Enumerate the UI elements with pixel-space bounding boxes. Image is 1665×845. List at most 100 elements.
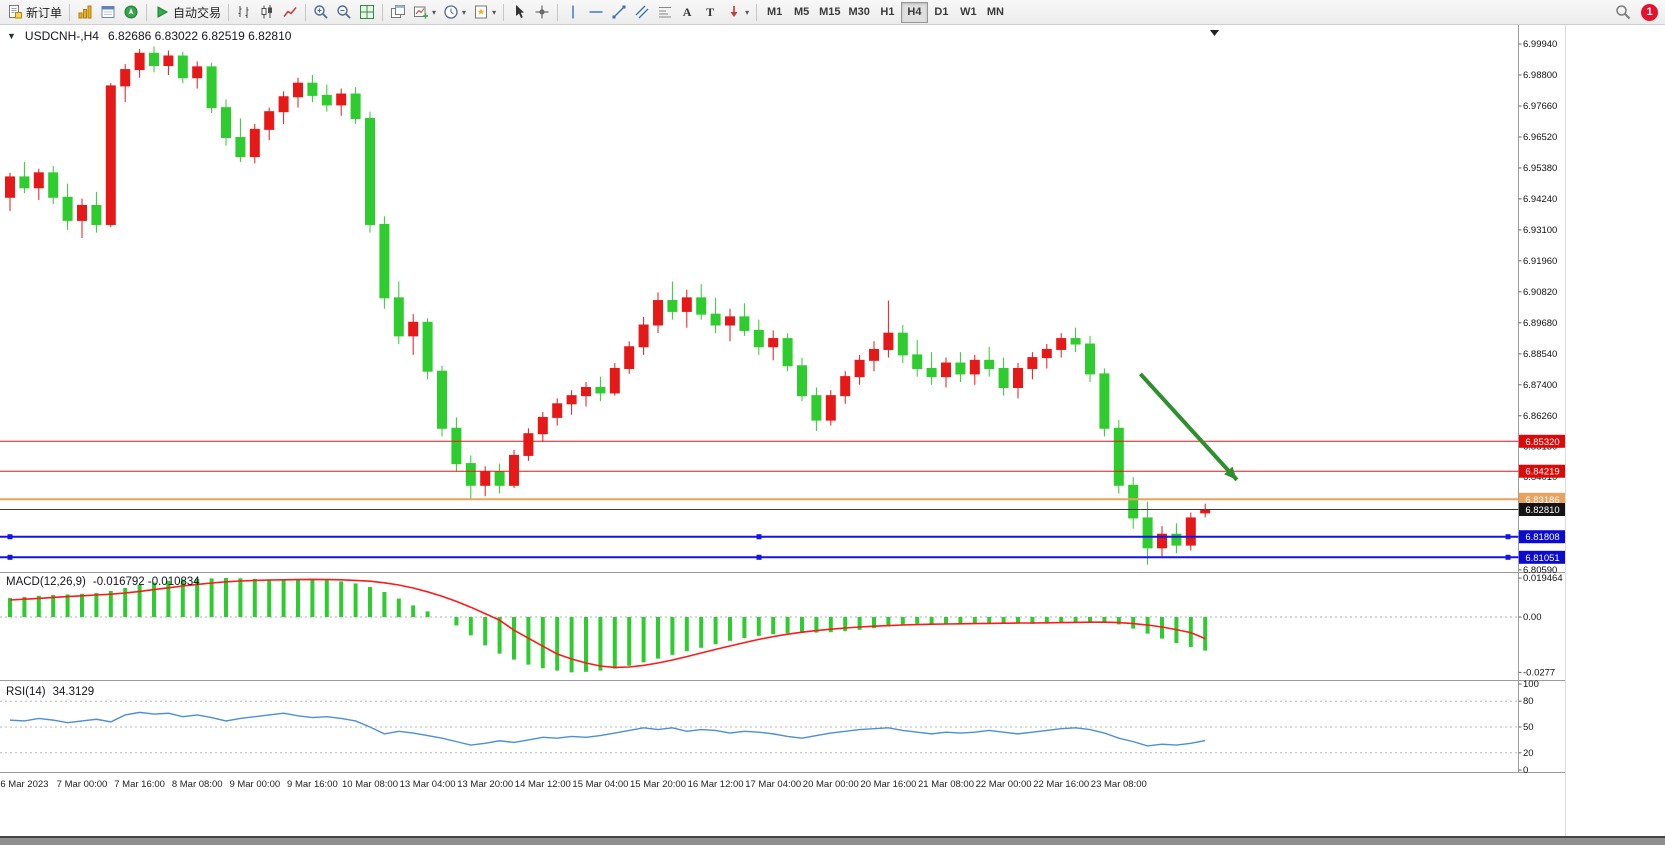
candle: [221, 99, 231, 146]
autotrading-button[interactable]: 自动交易: [151, 2, 224, 23]
line-handle[interactable]: [7, 534, 13, 540]
candle-body: [1157, 533, 1167, 549]
label-tool-button[interactable]: T: [700, 2, 722, 23]
price-tick-label: 6.88540: [1523, 349, 1557, 360]
timeframe-m15[interactable]: M15: [815, 2, 844, 23]
cursor-pointer-icon: [511, 4, 527, 20]
zoom-out-button[interactable]: [333, 2, 355, 23]
toolbar-separator: [305, 3, 307, 21]
trendline-icon: [611, 4, 627, 20]
navigator-icon: [123, 4, 139, 20]
candle-body: [235, 137, 246, 158]
cursor-button[interactable]: [508, 2, 530, 23]
rsi-name: RSI(14): [6, 686, 46, 698]
navigator-button[interactable]: [120, 2, 142, 23]
annotation-arrow-line[interactable]: [1138, 372, 1239, 482]
text-tool-button[interactable]: A: [677, 2, 699, 23]
time-axis-label: 22 Mar 16:00: [1033, 779, 1089, 790]
profiles-button[interactable]: ▾: [440, 2, 469, 23]
chevron-down-icon: ▾: [432, 7, 437, 17]
time-axis-label: 7 Mar 00:00: [57, 779, 108, 790]
rsi-value: 34.3129: [52, 686, 95, 698]
timeframe-m1[interactable]: M1: [761, 2, 788, 23]
timeframe-d1[interactable]: D1: [928, 2, 955, 23]
zoom-out-icon: [336, 4, 352, 20]
crosshair-button[interactable]: [531, 2, 553, 23]
candle: [624, 341, 635, 374]
chart-canvas: 6.99940 6.98800 6.97660 6.96520 6.95380 6.942…: [0, 25, 1566, 836]
candle: [321, 84, 332, 112]
candle: [206, 62, 217, 114]
candle: [883, 300, 894, 358]
candle: [494, 463, 505, 494]
candlestick-chart-button[interactable]: [256, 2, 278, 23]
line-chart-button[interactable]: [279, 2, 301, 23]
label-tool-icon: T: [706, 4, 715, 19]
templates-button[interactable]: ▾: [470, 2, 499, 23]
candle: [984, 346, 995, 377]
timeframe-h1[interactable]: H1: [874, 2, 901, 23]
candle: [62, 183, 73, 230]
timeframe-mn[interactable]: MN: [982, 2, 1009, 23]
notification-badge[interactable]: 1: [1641, 3, 1658, 21]
vertical-line-tool-button[interactable]: [562, 2, 584, 23]
arrows-tool-button[interactable]: ▾: [723, 2, 752, 23]
market-watch-button[interactable]: [74, 2, 96, 23]
line-handle[interactable]: [756, 534, 762, 540]
timeframe-h4[interactable]: H4: [900, 1, 928, 23]
candle: [739, 303, 750, 336]
channel-tool-button[interactable]: [631, 2, 653, 23]
zoom-in-button[interactable]: [310, 2, 332, 23]
timeframe-w1[interactable]: W1: [955, 2, 982, 23]
candle-body: [998, 367, 1009, 388]
candle-body: [955, 362, 966, 375]
time-axis-label: 20 Mar 00:00: [803, 779, 859, 790]
horizontal-line-tool-button[interactable]: [585, 2, 607, 23]
bar-chart-button[interactable]: [233, 2, 255, 23]
trendline-tool-button[interactable]: [608, 2, 630, 23]
chart-shift-marker[interactable]: [1210, 30, 1219, 36]
line-handle[interactable]: [7, 554, 13, 560]
cascade-windows-button[interactable]: [387, 2, 409, 23]
tile-windows-button[interactable]: [356, 2, 378, 23]
price-tick-label: 6.87400: [1523, 380, 1557, 391]
candle-body: [264, 111, 275, 130]
candle-body: [984, 359, 995, 369]
candle: [653, 292, 663, 334]
line-handle[interactable]: [756, 554, 762, 560]
timeframe-m30[interactable]: M30: [845, 2, 874, 23]
line-handle[interactable]: [1505, 554, 1511, 560]
time-axis-label: 9 Mar 00:00: [229, 779, 280, 790]
candle-body: [365, 117, 375, 225]
candle-body: [681, 297, 692, 312]
data-window-button[interactable]: [97, 2, 119, 23]
new-chart-button[interactable]: ▾: [410, 2, 439, 23]
candle-body: [782, 338, 793, 367]
autotrading-icon: [154, 4, 170, 20]
candle-body: [552, 403, 563, 418]
candle: [1013, 363, 1023, 399]
candle: [969, 354, 980, 385]
vertical-line-icon: [565, 4, 581, 20]
new-order-button[interactable]: 新订单: [4, 2, 65, 23]
search-button[interactable]: [1612, 2, 1634, 23]
tile-windows-icon: [359, 4, 375, 20]
candle-body: [768, 338, 779, 348]
fibonacci-tool-button[interactable]: [654, 2, 676, 23]
candle: [696, 284, 707, 320]
candle: [379, 216, 390, 309]
line-handle[interactable]: [1505, 534, 1511, 540]
timeframe-m5[interactable]: M5: [788, 2, 815, 23]
candle-body: [1099, 373, 1110, 429]
price-tick-label: 6.95380: [1523, 163, 1557, 174]
candle: [336, 88, 347, 116]
candle: [1041, 344, 1052, 369]
chart-area[interactable]: 6.99940 6.98800 6.97660 6.96520 6.95380 6.942…: [0, 25, 1665, 845]
candle-body: [840, 376, 851, 397]
one-click-trading-toggle-icon[interactable]: ▼: [7, 31, 16, 41]
candle-body: [62, 196, 73, 221]
toolbar-separator: [228, 3, 230, 21]
candle: [278, 91, 289, 124]
candle: [177, 51, 188, 84]
line-chart-icon: [282, 4, 298, 20]
